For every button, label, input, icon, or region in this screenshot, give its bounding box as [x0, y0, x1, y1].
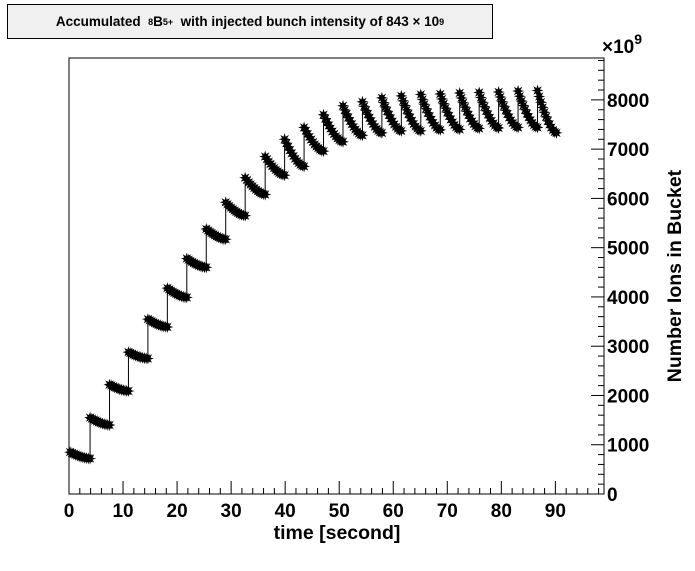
y-axis-multiplier: ×109 — [602, 31, 642, 58]
title-base: 10 — [424, 14, 440, 29]
y-tick-label: 6000 — [607, 189, 649, 210]
x-tick-label: 90 — [545, 501, 566, 522]
x-tick-label: 70 — [437, 501, 458, 522]
data-markers — [64, 84, 563, 465]
title-times: × — [412, 14, 421, 29]
data-point — [317, 145, 330, 158]
data-point — [434, 123, 447, 136]
y-tick-label: 5000 — [607, 239, 649, 260]
plot-frame — [68, 57, 605, 495]
data-point — [414, 124, 427, 137]
y-axis-title: Number Ions in Bucket — [664, 169, 686, 382]
data-point — [492, 122, 505, 134]
data-point — [533, 90, 546, 103]
title-element: B — [153, 14, 163, 29]
data-point — [200, 261, 213, 274]
data-point — [141, 352, 154, 365]
data-point — [550, 126, 563, 139]
multiplier-times: × — [602, 37, 613, 58]
data-point — [298, 160, 311, 173]
y-tick-label: 1000 — [607, 436, 649, 457]
title-exponent: 9 — [439, 16, 445, 27]
title-prefix: Accumulated — [55, 14, 141, 29]
data-point — [531, 84, 544, 97]
x-tick-labels: 0 10 20 30 40 50 60 70 80 90 — [64, 501, 566, 522]
data-point — [453, 123, 466, 136]
data-point — [122, 385, 135, 397]
y-tick-label: 4000 — [607, 288, 649, 309]
data-point — [395, 124, 408, 137]
y-tick-label: 8000 — [607, 91, 649, 112]
tick-marks — [68, 59, 604, 495]
data-point — [84, 452, 97, 465]
x-tick-label: 40 — [275, 501, 296, 522]
y-tick-label: 0 — [607, 485, 618, 506]
data-point — [239, 209, 252, 222]
data-point — [337, 135, 349, 148]
chart-title-box: Accumulated 8 B 5+ with injected bunch int… — [7, 4, 493, 39]
x-tick-label: 50 — [329, 501, 350, 522]
title-charge: 5+ — [162, 16, 174, 27]
x-tick-label: 20 — [167, 501, 188, 522]
x-tick-label: 60 — [383, 501, 404, 522]
y-tick-label: 2000 — [607, 386, 649, 407]
y-tick-label: 3000 — [607, 337, 649, 358]
title-mass-number: 8 — [148, 16, 154, 27]
data-point — [180, 291, 193, 304]
data-point — [473, 122, 486, 135]
data-point — [278, 169, 291, 182]
x-tick-label: 0 — [64, 501, 75, 522]
x-tick-label: 10 — [112, 501, 133, 522]
x-tick-label: 30 — [221, 501, 242, 522]
data-point — [375, 126, 388, 139]
data-point — [259, 188, 272, 201]
y-tick-labels: 0 1000 2000 3000 4000 5000 6000 7000 8000 — [607, 91, 649, 506]
multiplier-base: 10 — [613, 37, 634, 58]
x-tick-label: 80 — [491, 501, 512, 522]
data-point — [219, 233, 232, 246]
x-axis-title: time [second] — [274, 522, 401, 544]
data-point — [161, 321, 174, 333]
data-point — [512, 121, 525, 134]
title-middle: with injected bunch intensity of 843 — [180, 14, 409, 29]
y-tick-label: 7000 — [607, 140, 649, 161]
data-point — [531, 121, 544, 134]
data-point — [103, 419, 116, 431]
multiplier-exponent: 9 — [634, 31, 642, 47]
data-point — [356, 129, 369, 142]
